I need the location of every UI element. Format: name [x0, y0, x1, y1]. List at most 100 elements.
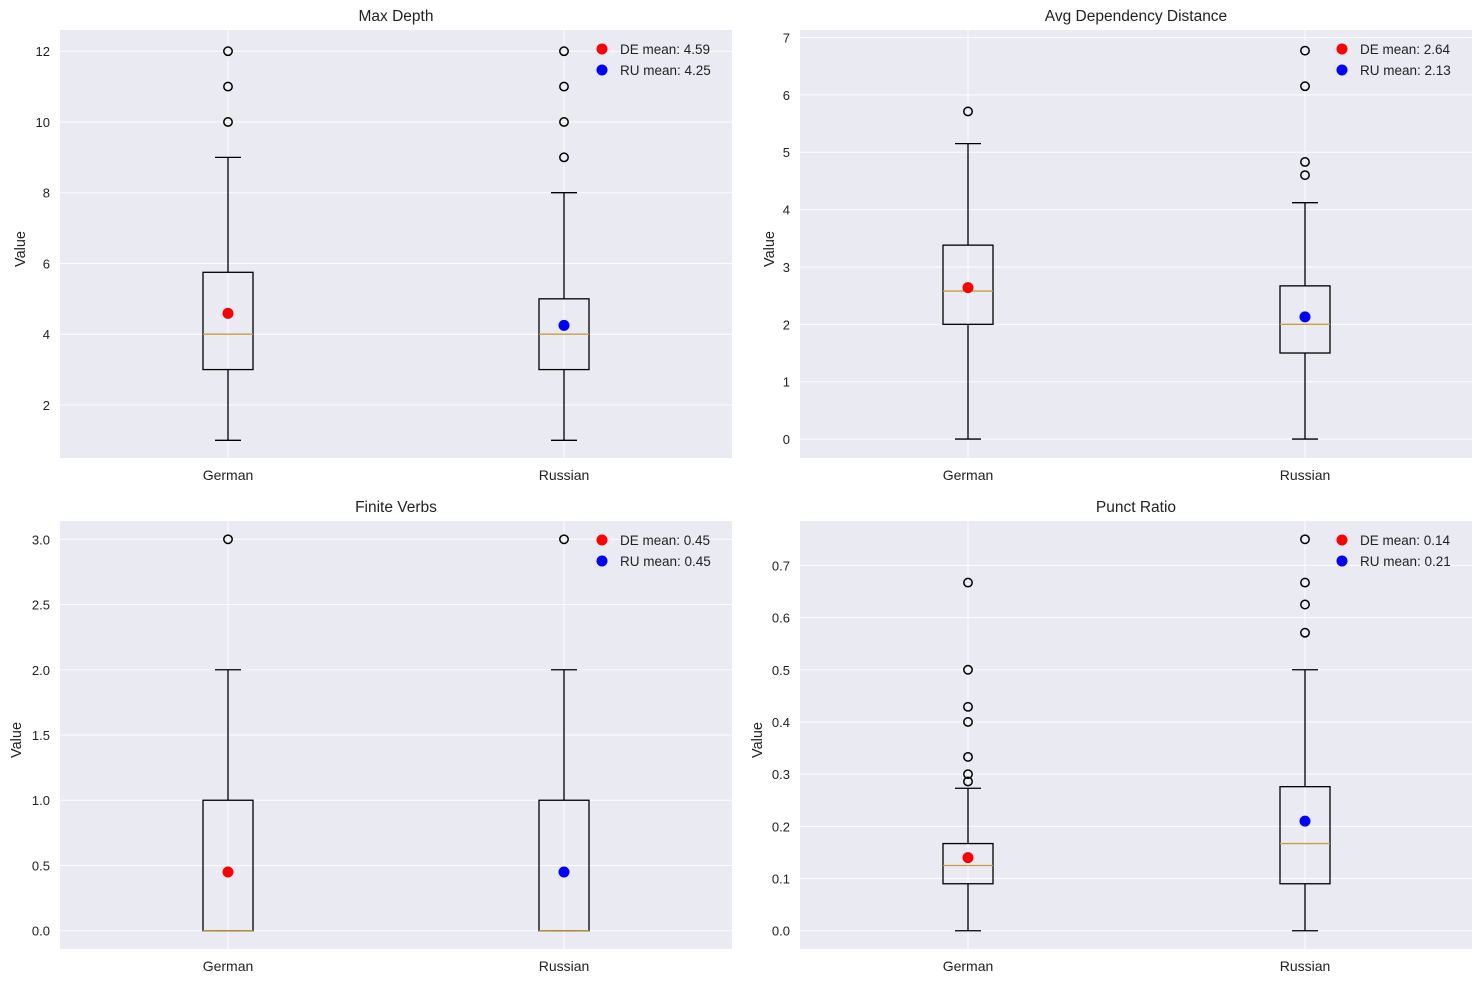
subplot-3: 0.0 0.5 1.0 1.5 2.0 2.5 3.0 Finite Verbs Value Ge… — [9, 499, 732, 974]
y-tick-label: 6 — [43, 256, 50, 271]
axes-background — [60, 30, 732, 458]
legend-label: DE mean: 0.14 — [1360, 533, 1451, 548]
y-tick-label: 0 — [783, 432, 790, 447]
outlier-point — [223, 46, 233, 57]
y-tick-label: 0.0 — [32, 924, 50, 939]
iqr-box — [202, 271, 254, 371]
y-axis-label: Value — [762, 231, 778, 267]
y-tick-label: 8 — [43, 186, 50, 201]
outlier-point — [963, 664, 973, 675]
subplot-title: Finite Verbs — [355, 499, 437, 516]
legend: DE mean: 0.45 RU mean: 0.45 — [596, 533, 711, 569]
x-tick-label: German — [203, 467, 254, 483]
outlier-point — [559, 152, 569, 163]
outlier-point — [223, 81, 233, 92]
y-tick-label: 0.4 — [772, 715, 790, 730]
y-axis-label: Value — [9, 722, 25, 758]
outlier-point — [1300, 577, 1310, 588]
x-tick-label: German — [943, 467, 994, 483]
y-tick-label: 1.5 — [32, 728, 50, 743]
outlier-point — [559, 81, 569, 92]
legend-marker — [596, 534, 608, 546]
legend-marker — [1336, 534, 1348, 546]
y-tick-label: 4 — [783, 203, 790, 218]
subplot-title: Max Depth — [359, 8, 434, 25]
legend-label: DE mean: 2.64 — [1360, 42, 1451, 57]
box-german — [202, 534, 254, 932]
subplot-title: Punct Ratio — [1096, 499, 1176, 516]
legend-label: RU mean: 4.25 — [620, 63, 711, 78]
y-tick-label: 5 — [783, 145, 790, 160]
y-axis-label: Value — [750, 722, 766, 758]
subplot-4: 0.0 0.1 0.2 0.3 0.4 0.5 0.6 0.7 Punct Ratio Value… — [750, 499, 1472, 974]
subplot-1: 2 4 6 8 10 12 Max Depth Value German Russian DE me… — [13, 8, 732, 483]
y-tick-label: 0.5 — [772, 663, 790, 678]
mean-marker — [962, 852, 974, 864]
outlier-point — [1300, 45, 1310, 56]
y-tick-label: 0.6 — [772, 611, 790, 626]
outlier-point — [963, 577, 973, 588]
outlier-point — [963, 701, 973, 712]
mean-marker — [222, 866, 234, 878]
outlier-point — [963, 717, 973, 727]
legend-label: RU mean: 0.21 — [1360, 554, 1451, 569]
outlier-point — [963, 106, 973, 117]
subplot-title: Avg Dependency Distance — [1045, 8, 1227, 25]
iqr-box — [942, 244, 994, 325]
y-tick-label: 2 — [783, 317, 790, 332]
y-tick-label: 10 — [36, 115, 50, 130]
y-tick-label: 2.0 — [32, 663, 50, 678]
mean-marker — [962, 282, 974, 294]
outlier-point — [1300, 599, 1310, 610]
box-german — [202, 46, 254, 441]
y-tick-label: 2 — [43, 398, 50, 413]
box-german — [942, 577, 994, 932]
outlier-point — [559, 534, 569, 545]
outlier-point — [1300, 170, 1310, 181]
y-tick-label: 0.0 — [772, 924, 790, 939]
y-tick-label: 0.2 — [772, 819, 790, 834]
y-tick-label: 4 — [43, 327, 50, 342]
mean-marker — [1299, 311, 1311, 323]
box-german — [942, 106, 994, 440]
y-axis-label: Value — [13, 231, 29, 267]
x-tick-label: German — [203, 958, 254, 974]
iqr-box — [1279, 786, 1331, 885]
legend: DE mean: 4.59 RU mean: 4.25 — [596, 42, 711, 78]
y-tick-label: 3.0 — [32, 532, 50, 547]
y-tick-label: 7 — [783, 30, 790, 45]
axes-background — [800, 30, 1472, 458]
outlier-point — [1300, 627, 1310, 638]
legend: DE mean: 0.14 RU mean: 0.21 — [1336, 533, 1451, 569]
legend-label: RU mean: 2.13 — [1360, 63, 1451, 78]
outlier-point — [1300, 81, 1310, 92]
y-tick-label: 1.0 — [32, 793, 50, 808]
legend-marker — [1336, 43, 1348, 55]
legend-marker — [596, 555, 608, 567]
x-tick-label: Russian — [1280, 958, 1331, 974]
axes-background — [800, 521, 1472, 949]
y-tick-label: 2.5 — [32, 598, 50, 613]
y-tick-label: 12 — [36, 44, 50, 59]
legend: DE mean: 2.64 RU mean: 2.13 — [1336, 42, 1451, 78]
y-tick-label: 1 — [783, 375, 790, 390]
mean-marker — [558, 866, 570, 878]
box-russian — [1279, 45, 1331, 440]
legend-marker — [596, 64, 608, 76]
iqr-box — [1279, 285, 1331, 354]
box-russian — [1279, 534, 1331, 932]
outlier-point — [223, 117, 233, 127]
legend-label: DE mean: 4.59 — [620, 42, 710, 57]
x-tick-label: Russian — [1280, 467, 1331, 483]
box-russian — [538, 534, 590, 932]
outlier-point — [223, 534, 233, 545]
y-tick-label: 0.1 — [772, 872, 790, 887]
mean-marker — [222, 307, 234, 319]
legend-marker — [596, 43, 608, 55]
iqr-box — [942, 842, 994, 885]
x-tick-label: German — [943, 958, 994, 974]
outlier-point — [963, 751, 973, 762]
x-tick-label: Russian — [539, 467, 590, 483]
y-tick-label: 6 — [783, 88, 790, 103]
